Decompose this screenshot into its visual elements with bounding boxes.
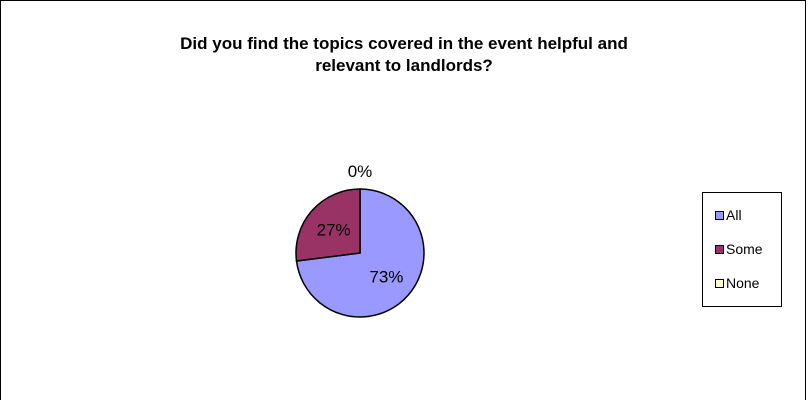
pie-slice-some: [295, 188, 361, 262]
legend-swatch-some: [715, 244, 724, 254]
data-label-all: 73%: [369, 267, 403, 286]
chart-title-line-1: Did you find the topics covered in the e…: [180, 34, 628, 53]
legend-label-some: Some: [726, 241, 763, 257]
legend-item-all: All: [715, 207, 742, 223]
legend-swatch-none: [715, 278, 724, 288]
legend: All Some None: [702, 192, 782, 307]
legend-swatch-all: [715, 210, 724, 220]
data-label-none: 0%: [348, 162, 373, 181]
legend-label-none: None: [726, 275, 760, 291]
chart-title: Did you find the topics covered in the e…: [1, 33, 807, 77]
data-label-some: 27%: [317, 221, 351, 240]
legend-item-some: Some: [715, 241, 763, 257]
legend-item-none: None: [715, 275, 759, 291]
chart-title-line-2: relevant to landlords?: [315, 56, 493, 75]
legend-label-all: All: [726, 207, 742, 223]
